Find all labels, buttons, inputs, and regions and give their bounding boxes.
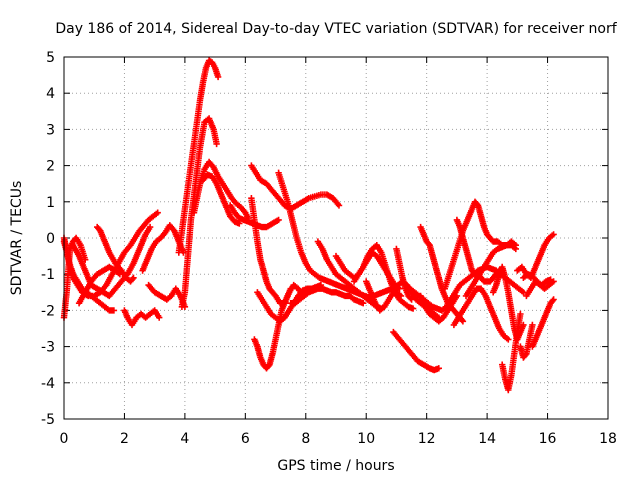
x-tick-label: 6 [241, 431, 250, 447]
data-series [390, 328, 442, 374]
x-tick-label: 8 [301, 431, 310, 447]
data-point-markers [94, 223, 137, 285]
x-tick-label: 2 [120, 431, 129, 447]
x-tick-label: 4 [180, 431, 189, 447]
x-axis-label: GPS time / hours [277, 458, 394, 474]
data-series [275, 169, 405, 301]
data-series [529, 296, 557, 350]
y-tick-label: -3 [41, 340, 55, 356]
y-axis-label: SDTVAR / TECUs [9, 181, 25, 296]
data-series [251, 285, 294, 372]
x-tick-label: 16 [539, 431, 557, 447]
data-series [523, 278, 557, 300]
data-point-markers [517, 321, 536, 361]
data-point-markers [199, 171, 243, 227]
data-points [60, 57, 557, 394]
data-point-markers [190, 158, 252, 222]
data-point-markers [251, 285, 294, 372]
data-series [69, 223, 154, 300]
data-point-markers [121, 307, 163, 329]
x-tick-label: 12 [418, 431, 436, 447]
chart-title: Day 186 of 2014, Sidereal Day-to-day VTE… [55, 21, 617, 37]
data-series [287, 285, 367, 307]
y-tick-label: -4 [41, 376, 55, 392]
data-series [94, 223, 137, 285]
x-tick-label: 0 [60, 431, 69, 447]
data-point-markers [529, 296, 557, 350]
x-tick-label: 10 [357, 431, 375, 447]
y-tick-label: 1 [46, 195, 55, 211]
x-tick-label: 18 [599, 431, 617, 447]
data-point-markers [390, 328, 442, 374]
y-tick-label: -5 [41, 412, 55, 428]
data-point-markers [499, 310, 524, 394]
data-series [462, 242, 519, 300]
data-series [199, 171, 243, 227]
plot-frame [63, 56, 609, 420]
data-series [450, 285, 512, 343]
y-tick-label: 3 [46, 122, 55, 138]
data-series [121, 307, 163, 329]
data-point-markers [287, 285, 367, 307]
data-series [190, 158, 252, 222]
data-series [499, 310, 524, 394]
data-point-markers [417, 223, 467, 325]
data-series [517, 321, 536, 361]
y-tick-label: 0 [46, 231, 55, 247]
data-point-markers [69, 223, 154, 300]
y-tick-label: -1 [41, 267, 55, 283]
data-point-markers [523, 278, 557, 300]
x-tick-label: 14 [478, 431, 496, 447]
data-series [248, 162, 343, 213]
data-series [417, 223, 467, 325]
y-tick-label: 2 [46, 159, 55, 175]
data-point-markers [462, 242, 519, 300]
y-tick-label: -2 [41, 303, 55, 319]
y-tick-label: 4 [46, 86, 55, 102]
data-series [514, 231, 557, 281]
data-point-markers [514, 231, 557, 281]
data-series [175, 57, 222, 256]
data-point-markers [248, 162, 343, 213]
data-point-markers [275, 169, 405, 301]
data-point-markers [450, 285, 512, 343]
data-point-markers [175, 57, 222, 256]
y-tick-label: 5 [46, 50, 55, 66]
